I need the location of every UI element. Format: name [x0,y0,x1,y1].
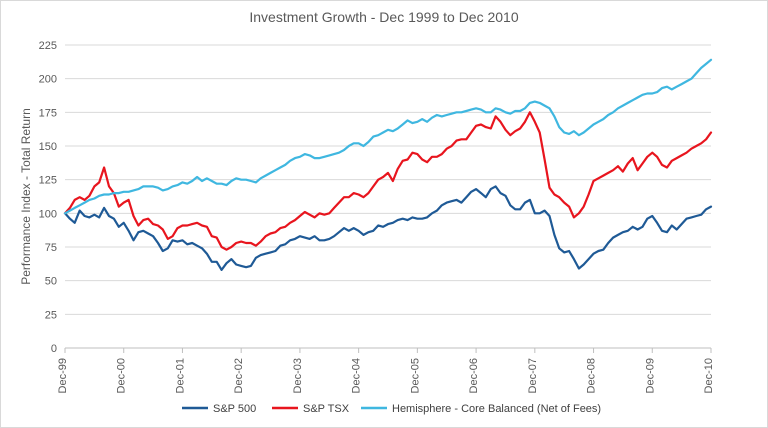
x-tick-label: Dec-04 [351,358,363,393]
x-tick-label: Dec-08 [586,358,598,393]
y-tick-label: 150 [39,141,57,153]
x-tick-label: Dec-99 [57,358,69,393]
x-tick-label: Dec-06 [468,358,480,393]
legend-label-3: Hemisphere - Core Balanced (Net of Fees) [392,403,601,415]
x-tick-label: Dec-02 [233,358,245,393]
chart-title: Investment Growth - Dec 1999 to Dec 2010 [249,9,518,25]
y-axis-label: Performance Index - Total Return [19,108,33,285]
y-axis-ticks: 0 25 50 75 100 125 150 175 200 225 [39,40,57,355]
y-tick-label: 200 [39,74,57,86]
series-line-2 [63,111,713,251]
legend-label-2: S&P TSX [303,403,350,415]
y-tick-label: 100 [39,208,57,220]
legend: S&P 500 S&P TSX Hemisphere - Core Balanced… [182,403,601,415]
y-tick-label: 175 [39,107,57,119]
x-tick-label: Dec-05 [409,358,421,393]
gridlines [65,44,711,349]
x-tick-label: Dec-07 [527,358,539,393]
x-tick-label: Dec-03 [292,358,304,393]
y-tick-label: 25 [45,309,57,321]
y-tick-label: 0 [51,343,57,355]
x-tick-label: Dec-01 [174,358,186,393]
legend-label-1: S&P 500 [213,403,256,415]
x-axis-ticks: Dec-99 Dec-00 Dec-01 Dec-02 Dec-03 Dec-04 Dec-… [57,348,715,393]
y-tick-label: 125 [39,175,57,187]
y-tick-label: 50 [45,276,57,288]
x-tick-label: Dec-09 [644,358,656,393]
series-line-3 [63,58,713,215]
y-tick-label: 225 [39,40,57,52]
series-line-1 [63,185,713,271]
y-tick-label: 75 [45,242,57,254]
x-tick-label: Dec-10 [703,358,715,393]
series-lines [63,58,713,271]
x-tick-label: Dec-00 [116,358,128,393]
